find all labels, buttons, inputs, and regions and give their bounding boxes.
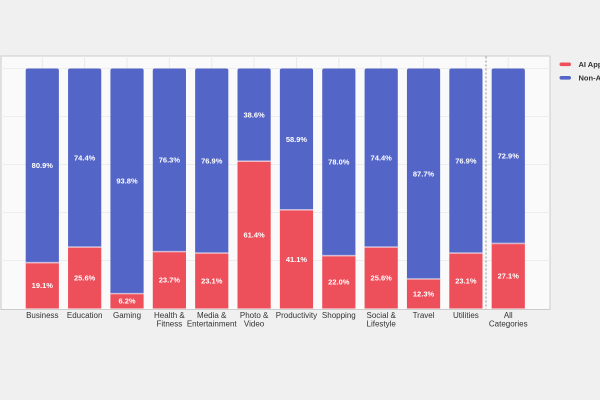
svg-text:Productivity: Productivity xyxy=(276,311,317,320)
svg-text:93.8%: 93.8% xyxy=(116,177,138,186)
svg-text:19.1%: 19.1% xyxy=(32,281,54,290)
svg-text:Lifestyle: Lifestyle xyxy=(367,319,397,328)
svg-text:6.2%: 6.2% xyxy=(118,297,135,306)
svg-text:58.9%: 58.9% xyxy=(286,135,308,144)
svg-text:76.9%: 76.9% xyxy=(455,156,477,165)
svg-text:27.1%: 27.1% xyxy=(498,272,520,281)
svg-text:72.9%: 72.9% xyxy=(498,152,520,161)
svg-text:Social &: Social & xyxy=(367,311,397,320)
svg-text:Video: Video xyxy=(244,319,265,328)
svg-text:61.4%: 61.4% xyxy=(243,230,265,239)
svg-text:78.0%: 78.0% xyxy=(328,158,350,167)
svg-text:25.6%: 25.6% xyxy=(371,273,393,282)
svg-text:Photo &: Photo & xyxy=(240,311,269,320)
svg-text:Health &: Health & xyxy=(154,311,185,320)
svg-text:76.3%: 76.3% xyxy=(159,156,181,165)
svg-text:74.4%: 74.4% xyxy=(371,153,393,162)
svg-text:74.4%: 74.4% xyxy=(74,153,96,162)
svg-text:38.6%: 38.6% xyxy=(243,110,265,119)
svg-text:Education: Education xyxy=(67,311,103,320)
svg-text:Utilities: Utilities xyxy=(453,311,479,320)
svg-text:All: All xyxy=(504,311,513,320)
svg-text:80.9%: 80.9% xyxy=(32,161,54,170)
svg-text:Fitness: Fitness xyxy=(156,319,182,328)
svg-text:41.1%: 41.1% xyxy=(286,255,308,264)
svg-text:AI Apps: AI Apps xyxy=(579,60,600,69)
svg-text:Travel: Travel xyxy=(413,311,435,320)
svg-text:Gaming: Gaming xyxy=(113,311,141,320)
svg-text:Entertainment: Entertainment xyxy=(187,319,238,328)
svg-text:23.1%: 23.1% xyxy=(455,276,477,285)
svg-text:87.7%: 87.7% xyxy=(413,169,435,178)
svg-text:Business: Business xyxy=(26,311,58,320)
svg-text:Categories: Categories xyxy=(489,319,528,328)
svg-text:23.7%: 23.7% xyxy=(159,276,181,285)
svg-text:25.6%: 25.6% xyxy=(74,273,96,282)
svg-text:12.3%: 12.3% xyxy=(413,289,435,298)
svg-text:22.0%: 22.0% xyxy=(328,278,350,287)
svg-text:Non-AI Apps: Non-AI Apps xyxy=(579,74,600,83)
svg-text:Media &: Media & xyxy=(197,311,227,320)
svg-text:Shopping: Shopping xyxy=(322,311,356,320)
svg-text:76.9%: 76.9% xyxy=(201,156,223,165)
svg-text:23.1%: 23.1% xyxy=(201,276,223,285)
